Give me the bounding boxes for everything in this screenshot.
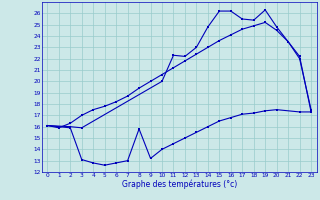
- X-axis label: Graphe des températures (°c): Graphe des températures (°c): [122, 179, 237, 189]
